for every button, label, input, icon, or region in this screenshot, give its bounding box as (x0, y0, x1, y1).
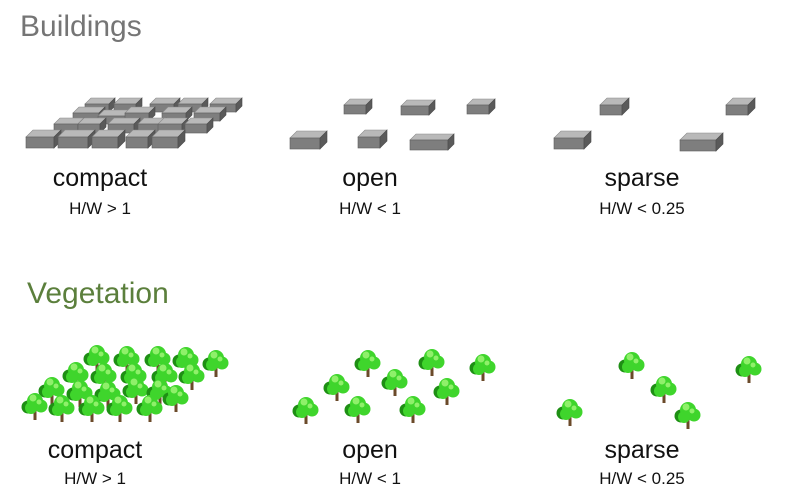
tree-icon (469, 354, 496, 381)
tree-icon (735, 356, 762, 383)
tree-icon (83, 345, 110, 372)
building-block-icon (149, 97, 181, 113)
tree-icon (122, 377, 149, 404)
tree-icon (418, 349, 445, 376)
tree-icon (113, 346, 140, 373)
tree-icon (48, 395, 75, 422)
tree-icon (354, 350, 381, 377)
tree-icon (433, 378, 460, 405)
tree-icon (144, 346, 171, 373)
buildings-compact-ratio: H/W > 1 (69, 199, 131, 218)
vegetation-open-ratio: H/W < 1 (339, 469, 401, 488)
building-block-icon (679, 132, 724, 152)
buildings-compact-label: compact (52, 164, 148, 192)
buildings-sparse-ratio: H/W < 0.25 (599, 199, 685, 218)
tree-icon (292, 397, 319, 424)
tree-icon (21, 393, 48, 420)
tree-icon (78, 395, 105, 422)
vegetation-compact-label: compact (47, 436, 143, 464)
vegetation-sparse-label: sparse (604, 436, 680, 464)
tree-icon (674, 402, 701, 429)
tree-icon (650, 376, 677, 403)
building-block-icon (184, 117, 214, 134)
tree-icon (381, 369, 408, 396)
building-block-icon (409, 133, 455, 151)
building-block-icon (466, 98, 496, 115)
vegetation-open-label: open (342, 436, 398, 464)
tree-icon (162, 385, 189, 412)
buildings-open-ratio: H/W < 1 (339, 199, 401, 218)
building-block-icon (107, 117, 141, 134)
tree-icon (62, 362, 89, 389)
vegetation-sparse-ratio: H/W < 0.25 (599, 469, 685, 488)
tree-icon (202, 350, 229, 377)
building-block-icon (125, 129, 156, 149)
building-block-icon (91, 129, 126, 149)
buildings-sparse-label: sparse (604, 164, 680, 192)
building-block-icon (553, 130, 592, 150)
building-block-icon (57, 129, 96, 149)
vegetation-compact-ratio: H/W > 1 (64, 469, 126, 488)
building-block-icon (400, 99, 436, 116)
building-block-icon (357, 129, 388, 149)
building-block-icon (725, 97, 756, 116)
building-block-icon (151, 129, 186, 149)
tree-icon (556, 399, 583, 426)
tree-icon (172, 347, 199, 374)
building-block-icon (599, 97, 630, 116)
tree-icon (323, 374, 350, 401)
building-block-icon (289, 130, 328, 150)
building-block-icon (77, 117, 107, 134)
tree-icon (106, 395, 133, 422)
tree-icon (344, 396, 371, 423)
tree-icon (399, 396, 426, 423)
building-block-icon (161, 106, 193, 122)
buildings-open-label: open (342, 164, 398, 192)
vegetation-title: Vegetation (27, 277, 169, 310)
building-block-icon (343, 98, 373, 115)
building-block-icon (25, 129, 62, 149)
tree-icon (618, 352, 645, 379)
tree-icon (90, 363, 117, 390)
tree-icon (178, 363, 205, 390)
tree-icon (38, 377, 65, 404)
buildings-title: Buildings (20, 10, 142, 43)
tree-icon (136, 395, 163, 422)
